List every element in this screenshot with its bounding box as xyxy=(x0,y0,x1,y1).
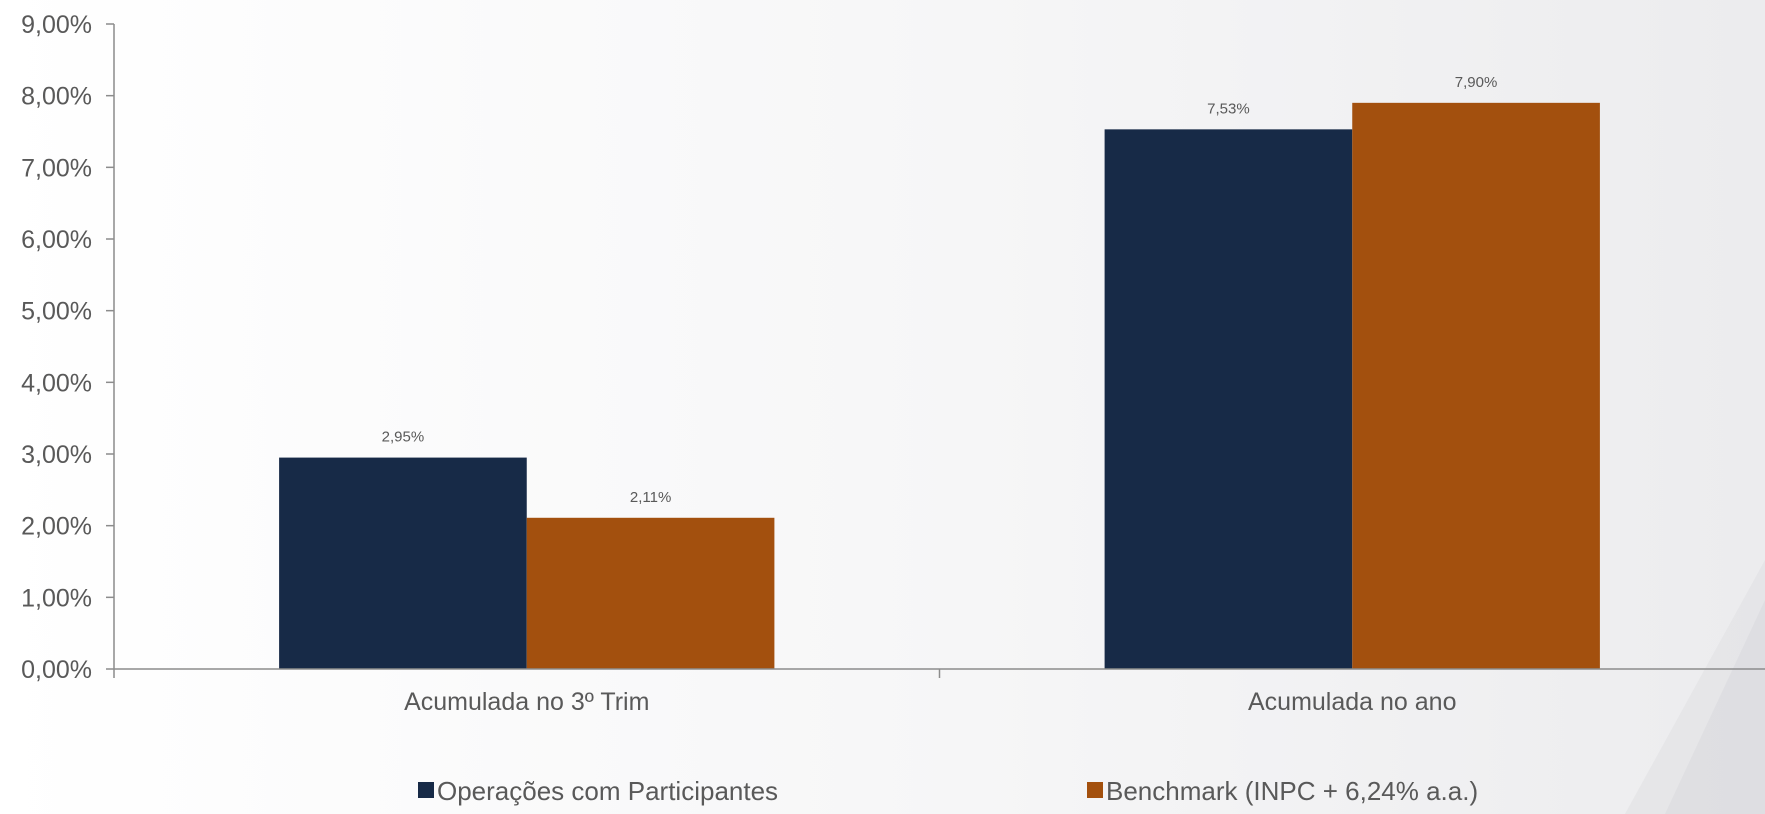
y-tick-label: 8,00% xyxy=(21,83,92,111)
y-tick-label: 2,00% xyxy=(21,513,92,541)
legend-swatch xyxy=(418,782,434,798)
y-axis: 0,00% 1,00% 2,00% 3,00% 4,00% 5,00% 6,00% 7,00%… xyxy=(21,11,115,684)
y-tick-label: 9,00% xyxy=(21,11,92,39)
bar xyxy=(1104,129,1353,670)
legend-label: Benchmark (INPC + 6,24% a.a.) xyxy=(1106,776,1478,806)
y-tick-label: 1,00% xyxy=(21,584,92,612)
data-label: 2,11% xyxy=(630,489,671,506)
legend-swatch xyxy=(1087,782,1103,798)
y-tick-label: 5,00% xyxy=(21,298,92,326)
y-tick-label: 6,00% xyxy=(21,226,92,254)
legend: Operações com Participantes Benchmark (IN… xyxy=(418,776,1478,806)
y-tick-label: 7,00% xyxy=(21,154,92,182)
x-category-label: Acumulada no 3º Trim xyxy=(404,688,649,716)
data-label: 2,95% xyxy=(382,429,425,446)
bars xyxy=(279,102,1600,670)
legend-label: Operações com Participantes xyxy=(437,776,778,806)
data-label: 7,90% xyxy=(1455,74,1498,91)
y-tick-label: 3,00% xyxy=(21,441,92,469)
y-tick-label: 0,00% xyxy=(21,656,92,684)
x-category-label: Acumulada no ano xyxy=(1248,688,1456,716)
y-tick-label: 4,00% xyxy=(21,369,92,397)
bar xyxy=(526,517,775,669)
data-label: 7,53% xyxy=(1207,100,1250,117)
bar xyxy=(1352,102,1600,670)
background-decoration xyxy=(1625,560,1765,814)
data-labels: 2,95% 2,11% 7,53% 7,90% xyxy=(382,74,1498,506)
x-axis: Acumulada no 3º Trim Acumulada no ano xyxy=(113,668,1765,716)
bar xyxy=(279,457,527,669)
